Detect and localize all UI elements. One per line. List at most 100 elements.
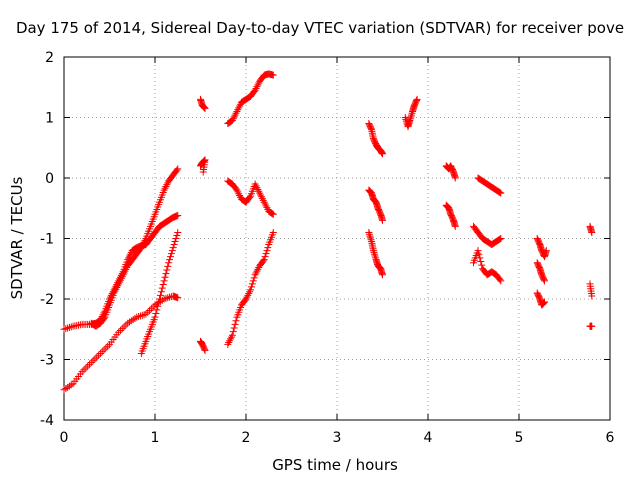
data-point xyxy=(252,182,260,190)
data-point xyxy=(451,174,459,182)
data-point xyxy=(444,204,452,212)
data-point xyxy=(166,256,174,264)
data-point xyxy=(158,284,166,292)
data-point xyxy=(251,271,259,279)
data-point xyxy=(120,323,128,331)
data-point xyxy=(408,109,416,117)
data-point xyxy=(133,313,141,321)
data-point xyxy=(367,236,375,244)
data-point xyxy=(248,280,256,288)
data-point xyxy=(497,189,505,197)
data-point xyxy=(588,292,596,300)
data-point xyxy=(156,291,164,299)
data-point xyxy=(250,274,258,282)
data-point xyxy=(259,257,267,265)
data-point xyxy=(120,269,128,277)
x-axis-label: GPS time / hours xyxy=(272,456,398,474)
data-point xyxy=(475,250,483,258)
data-point xyxy=(135,313,143,321)
data-point xyxy=(65,323,73,331)
data-point xyxy=(372,198,380,206)
data-point xyxy=(229,115,237,123)
data-point xyxy=(370,250,378,258)
data-point xyxy=(540,277,548,285)
x-tick-label: 6 xyxy=(606,430,615,446)
data-point xyxy=(246,288,254,296)
data-point xyxy=(588,322,596,330)
data-point xyxy=(91,355,99,363)
data-point xyxy=(496,235,504,243)
data-point xyxy=(67,323,75,331)
data-point xyxy=(168,247,176,255)
data-point xyxy=(201,104,209,112)
data-point xyxy=(117,274,125,282)
data-point xyxy=(254,265,262,273)
data-point xyxy=(369,247,377,255)
data-point xyxy=(236,102,244,110)
data-point xyxy=(140,311,148,319)
data-point xyxy=(163,181,171,189)
data-point xyxy=(84,362,92,370)
data-point xyxy=(241,296,249,304)
data-point xyxy=(379,271,386,279)
data-point xyxy=(261,200,269,208)
data-point xyxy=(138,311,146,319)
data-point xyxy=(164,179,172,187)
data-point xyxy=(136,312,144,320)
data-point xyxy=(162,294,170,302)
data-point xyxy=(159,280,167,288)
data-point xyxy=(141,236,149,244)
data-point xyxy=(367,124,375,132)
data-point xyxy=(78,368,86,376)
data-point xyxy=(224,340,232,348)
data-point xyxy=(235,190,243,198)
data-point xyxy=(254,185,262,193)
data-point xyxy=(540,276,548,284)
data-point xyxy=(229,328,237,336)
data-point xyxy=(250,87,258,95)
data-point xyxy=(269,228,277,236)
data-point xyxy=(372,254,380,262)
data-point xyxy=(174,212,182,220)
data-point xyxy=(116,278,124,286)
data-point xyxy=(230,113,238,121)
data-point xyxy=(62,385,70,393)
data-point xyxy=(540,298,548,306)
y-axis-label: SDTVAR / TECUs xyxy=(8,176,26,299)
data-point xyxy=(199,168,207,176)
data-point xyxy=(401,114,409,121)
data-point xyxy=(230,324,238,332)
y-tick-label: -1 xyxy=(40,232,54,248)
data-point xyxy=(115,328,123,336)
data-point xyxy=(116,326,124,334)
data-point xyxy=(235,104,243,112)
chart-title: Day 175 of 2014, Sidereal Day-to-day VTE… xyxy=(16,19,624,37)
data-point xyxy=(588,228,596,236)
data-point xyxy=(247,286,255,294)
data-point xyxy=(164,294,172,302)
data-point xyxy=(155,299,163,307)
data-point xyxy=(131,314,139,322)
data-point xyxy=(228,331,236,339)
data-point xyxy=(169,244,177,252)
data-point xyxy=(139,240,147,248)
data-point xyxy=(60,325,68,333)
x-axis-ticks: 0 1 2 3 4 5 6 xyxy=(60,57,615,446)
y-tick-label: 1 xyxy=(45,111,54,127)
data-point xyxy=(267,209,275,217)
data-point xyxy=(252,269,260,277)
data-point xyxy=(260,256,268,264)
data-point xyxy=(496,189,504,197)
data-point xyxy=(173,166,181,174)
data-point xyxy=(146,306,154,314)
x-tick-label: 2 xyxy=(242,430,251,446)
data-point xyxy=(247,283,255,291)
data-point xyxy=(166,253,174,261)
data-point xyxy=(540,299,548,307)
data-point xyxy=(87,359,95,367)
data-point xyxy=(111,287,119,295)
data-point xyxy=(118,325,126,333)
data-point xyxy=(256,189,264,197)
data-point xyxy=(253,83,261,91)
data-point xyxy=(65,382,73,390)
